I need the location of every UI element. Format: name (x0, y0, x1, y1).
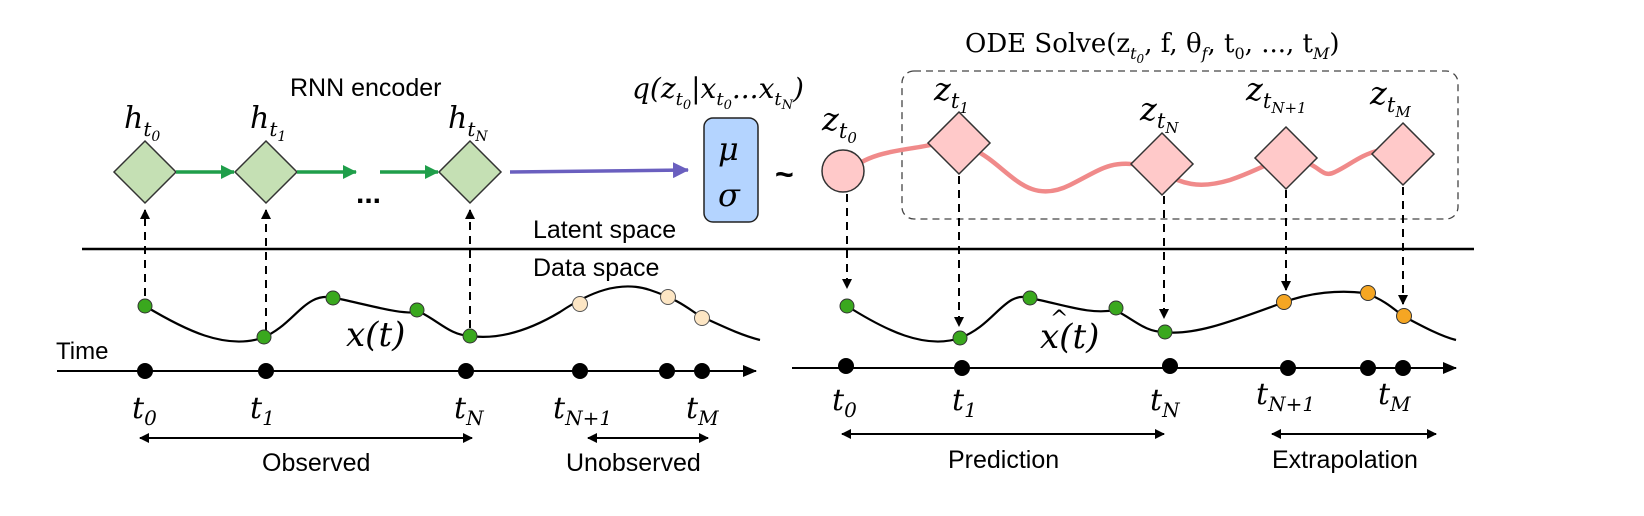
svg-text:q(zt0|xt0...xtN): q(zt0|xt0...xtN) (632, 72, 804, 113)
latent-space-label: Latent space (533, 216, 676, 244)
time-point (694, 363, 710, 379)
encoder-node-t1 (233, 139, 299, 205)
extrapolated-point (1276, 294, 1292, 310)
time-label-t1-right: t1 (952, 383, 977, 422)
time-label-tN-right: tN (1150, 383, 1181, 422)
time-label-tM-right: tM (1378, 377, 1411, 416)
ode-solve-box (901, 70, 1459, 220)
posterior-label: q(zt0|xt0...xtN) (632, 72, 804, 113)
time-point (458, 363, 474, 379)
sample-tilde: ~ (775, 156, 794, 192)
unobserved-range-label: Unobserved (566, 449, 701, 477)
extrapolated-point (1396, 308, 1412, 324)
data-space-label: Data space (533, 254, 659, 282)
time-point (572, 363, 588, 379)
z-tN-label: ztN (1139, 90, 1179, 137)
observed-point (409, 302, 425, 318)
time-label-t1-left: t1 (250, 391, 275, 430)
time-label-tM-left: tM (686, 391, 719, 430)
z-tN1-label: ztN+1 (1245, 70, 1307, 117)
svg-text:^: ^ (1050, 307, 1068, 332)
svg-text:ztN: ztN (1139, 90, 1179, 137)
z-tM-label: ztM (1369, 74, 1411, 121)
time-point (954, 360, 970, 376)
unobserved-point (694, 310, 710, 326)
ode-solve-label: ODE Solve(zt0, f, θf, t0, ..., tM) (965, 29, 1340, 66)
time-point (659, 363, 675, 379)
rnn-encoder-label: RNN encoder (290, 74, 441, 102)
svg-text:zt1: zt1 (933, 70, 969, 117)
time-label-tN-left: tN (454, 391, 485, 430)
predicted-point (1108, 300, 1124, 316)
time-point (1280, 360, 1296, 376)
time-point (838, 358, 854, 374)
svg-text:t1: t1 (952, 383, 977, 422)
observed-point (256, 329, 272, 345)
time-label-t0-right: t0 (832, 383, 857, 422)
svg-text:tM: tM (1378, 377, 1411, 416)
encoder-node-t0 (112, 139, 178, 205)
svg-text:ht0: ht0 (124, 101, 160, 145)
svg-text:ztM: ztM (1369, 74, 1411, 121)
encoder-node-tN (437, 139, 503, 205)
z-t1-label: zt1 (933, 70, 969, 117)
svg-text:x(t): x(t) (1040, 317, 1099, 357)
extrapolation-range-label: Extrapolation (1272, 446, 1418, 474)
time-point (258, 363, 274, 379)
unobserved-point (572, 296, 588, 312)
mu-sigma-box (703, 117, 759, 223)
time-label-t0-left: t0 (132, 391, 157, 430)
svg-text:tN+1: tN+1 (1256, 377, 1315, 416)
svg-text:ht1: ht1 (250, 101, 286, 145)
time-point (1395, 360, 1411, 376)
observed-point (325, 290, 341, 306)
observed-range-label: Observed (262, 449, 370, 477)
unobserved-point (660, 289, 676, 305)
time-point (137, 363, 153, 379)
time-point (1360, 360, 1376, 376)
h-t1-label: ht1 (250, 101, 286, 145)
extrapolated-point (1360, 285, 1376, 301)
h-t0-label: ht0 (124, 101, 160, 145)
time-label-tN1-right: tN+1 (1256, 377, 1315, 416)
encoder-ellipsis: ... (356, 177, 381, 210)
sigma-symbol: σ (718, 176, 741, 214)
predicted-point (1157, 324, 1173, 340)
svg-text:tN: tN (454, 391, 485, 430)
latent-node-tN1 (1253, 125, 1319, 191)
time-label-tN1-left: tN+1 (553, 391, 612, 430)
svg-text:tM: tM (686, 391, 719, 430)
svg-text:ztN+1: ztN+1 (1245, 70, 1307, 117)
svg-text:tN: tN (1150, 383, 1181, 422)
x-of-t-label: x(t) (346, 315, 405, 355)
time-axis-label: Time (56, 338, 108, 365)
x-hat-of-t-label: x(t) ^ (1040, 307, 1099, 357)
z-t0-label: zt0 (821, 100, 857, 147)
svg-text:t0: t0 (132, 391, 157, 430)
observed-point (462, 328, 478, 344)
prediction-range-label: Prediction (948, 446, 1059, 474)
time-point (1162, 358, 1178, 374)
predicted-point (1022, 290, 1038, 306)
svg-text:htN: htN (448, 101, 488, 145)
svg-text:zt0: zt0 (821, 100, 857, 147)
predicted-point (952, 330, 968, 346)
latent-node-t1 (926, 110, 992, 176)
mu-symbol: μ (718, 130, 739, 168)
h-tN-label: htN (448, 101, 488, 145)
observed-point (137, 298, 153, 314)
svg-text:t1: t1 (250, 391, 275, 430)
predicted-point (839, 298, 855, 314)
encoder-to-posterior-arrow (509, 162, 689, 179)
latent-node-tM (1370, 121, 1436, 187)
svg-text:t0: t0 (832, 383, 857, 422)
latent-node-tN (1129, 131, 1195, 197)
latent-initial-node (821, 149, 865, 193)
svg-text:tN+1: tN+1 (553, 391, 612, 430)
